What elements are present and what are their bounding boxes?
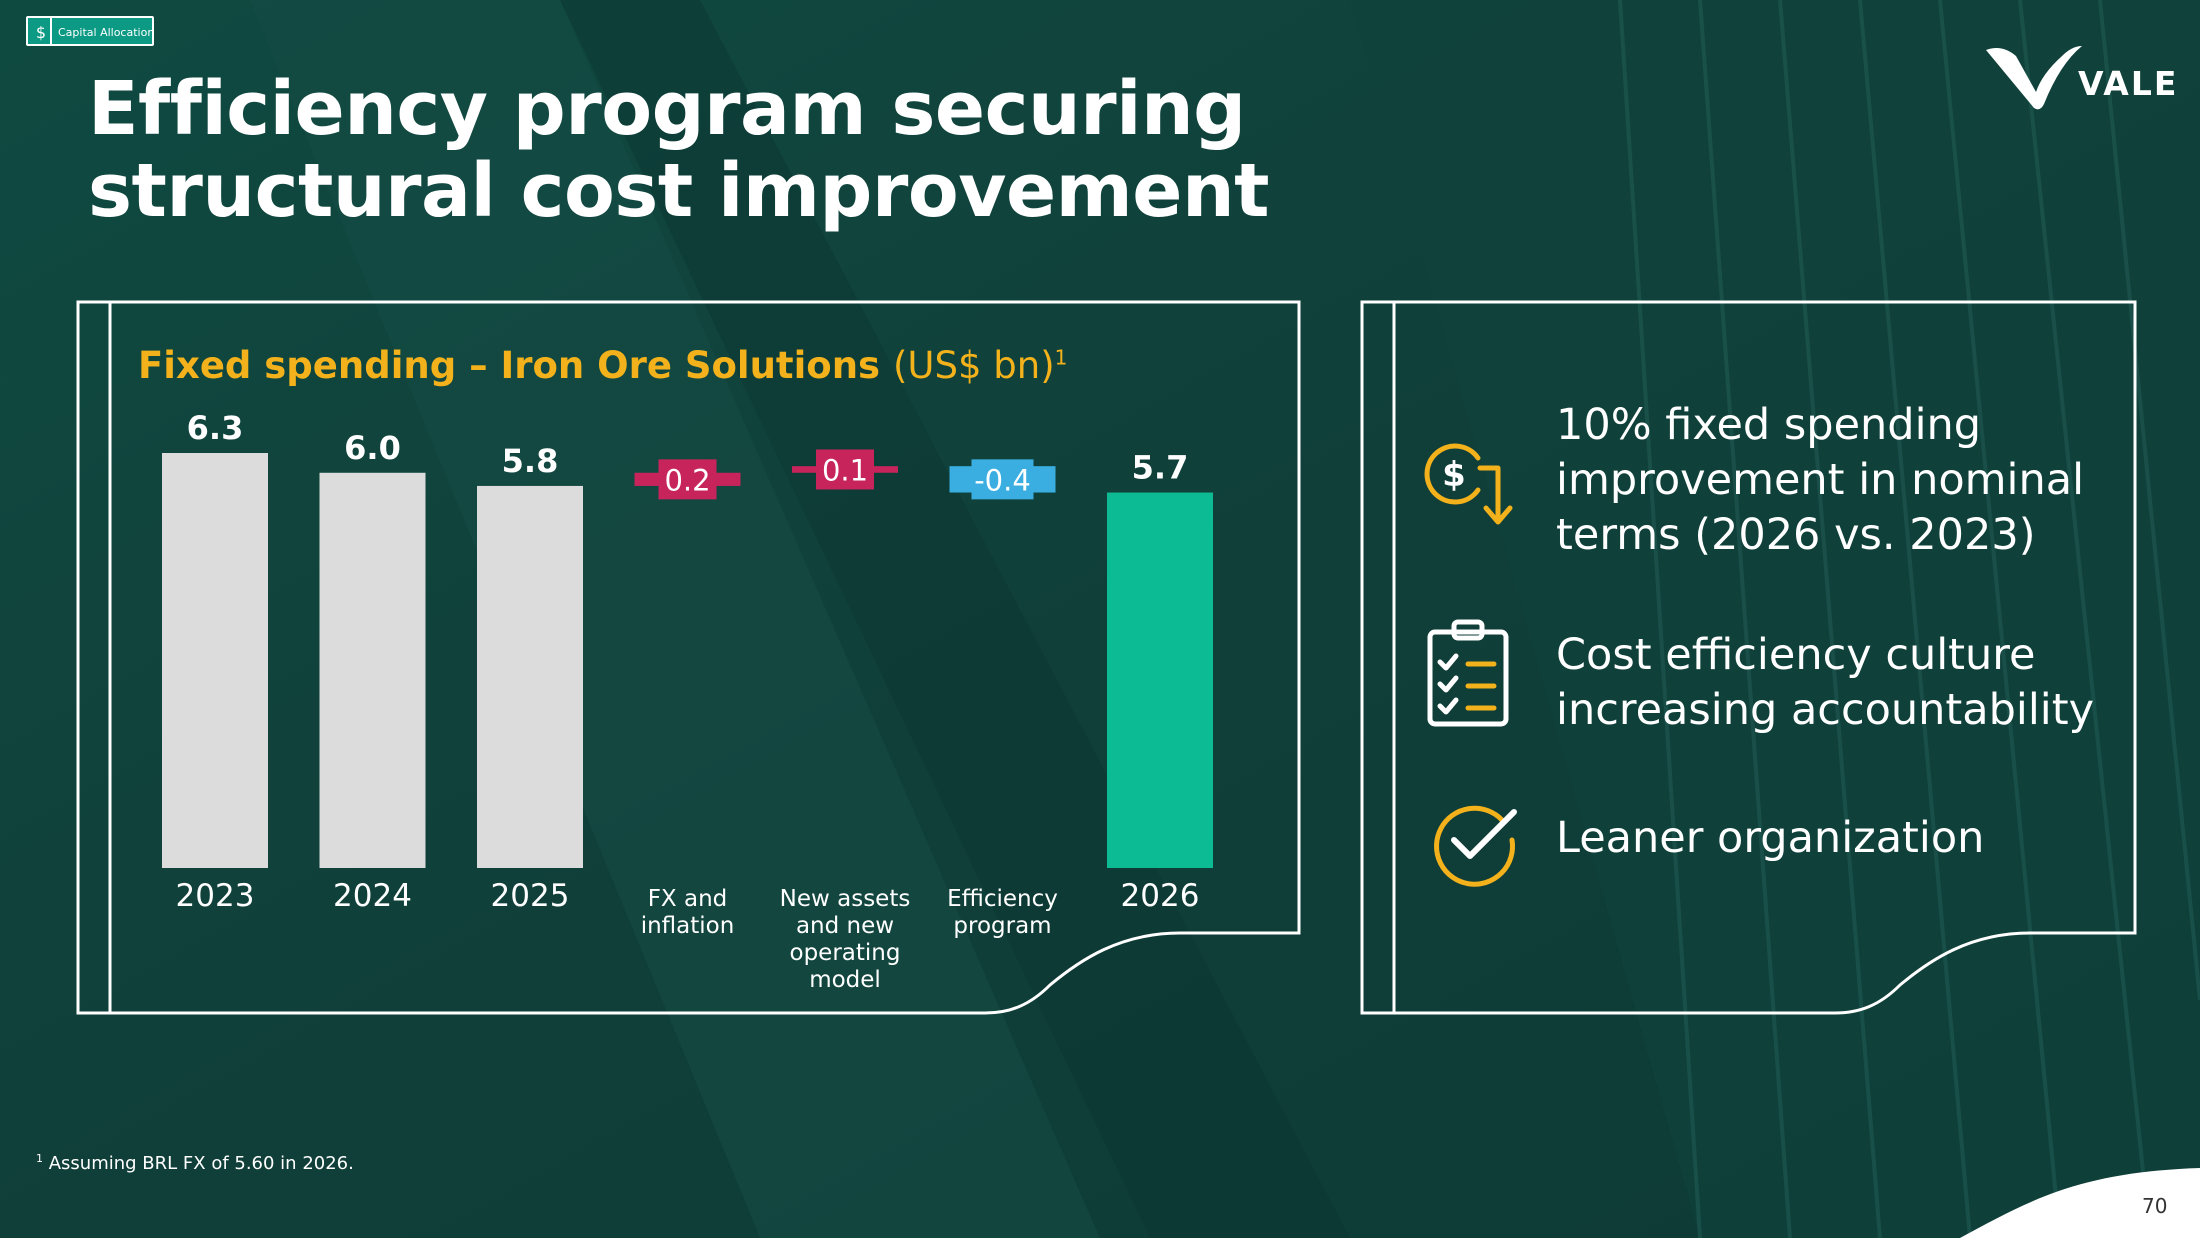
bullet-line: Leaner organization xyxy=(1556,813,1985,863)
data-label: 0.1 xyxy=(822,453,868,487)
category-label: 2024 xyxy=(333,878,412,914)
category-label: Efficiency program xyxy=(947,886,1058,939)
bullet-line: terms (2026 vs. 2023) xyxy=(1556,510,2036,560)
footnote-mark: 1 xyxy=(36,1152,43,1165)
page-title-line1: Efficiency program securing xyxy=(88,66,1246,152)
bullet-line: 10% fixed spending xyxy=(1556,400,1982,450)
bar-2025 xyxy=(477,485,583,868)
category-label-line: operating xyxy=(790,940,901,966)
check-circle-icon xyxy=(1434,805,1517,887)
bullet-leaner-organization: Leaner organization xyxy=(1556,811,1984,866)
data-label: 5.8 xyxy=(502,442,559,480)
category-label-line: 2025 xyxy=(491,878,570,914)
bar-2024 xyxy=(319,472,426,868)
category-label: 2026 xyxy=(1121,878,1200,914)
category-label-line: FX and xyxy=(648,886,728,912)
svg-text:$: $ xyxy=(1442,455,1466,495)
bullet-cost-efficiency-culture: Cost efficiency culture increasing accou… xyxy=(1556,628,2094,738)
category-label-line: program xyxy=(953,913,1051,939)
data-label: 0.2 xyxy=(664,463,710,497)
dollar-icon: $ xyxy=(32,18,52,44)
data-label: 6.0 xyxy=(344,429,401,467)
bar-2026 xyxy=(1107,492,1213,868)
footnote-text: Assuming BRL FX of 5.60 in 2026. xyxy=(48,1153,354,1174)
bullet-line: Cost efficiency culture xyxy=(1556,630,2036,680)
category-label-line: 2023 xyxy=(176,878,255,914)
section-tag: $ Capital Allocation xyxy=(26,16,154,46)
category-label: 2025 xyxy=(491,878,570,914)
category-label-line: and new xyxy=(796,913,894,939)
bullet-line: increasing accountability xyxy=(1556,685,2095,735)
category-label-line: inflation xyxy=(641,913,735,939)
category-label-line: 2026 xyxy=(1121,878,1200,914)
category-label-line: Efficiency xyxy=(947,886,1058,912)
category-label: FX and inflation xyxy=(641,886,735,939)
bullet-line: improvement in nominal xyxy=(1556,455,2085,505)
section-tag-label: Capital Allocation xyxy=(58,26,155,39)
category-label: New assets and new operating model xyxy=(780,886,911,993)
data-label: 6.3 xyxy=(187,409,244,447)
data-label: -0.4 xyxy=(974,463,1031,497)
checklist-icon xyxy=(1427,619,1509,727)
bullets-panel-frame xyxy=(1360,300,2137,1015)
page-number: 70 xyxy=(2142,1194,2168,1218)
chart-title-unit: (US$ bn) xyxy=(892,344,1055,387)
footnote: 1 Assuming BRL FX of 5.60 in 2026. xyxy=(36,1152,354,1174)
delta-label-box xyxy=(971,459,1034,500)
bullet-fixed-spending-improvement: 10% fixed spending improvement in nomina… xyxy=(1556,398,2084,563)
delta-label-box xyxy=(658,459,717,500)
bar-2023 xyxy=(162,453,268,868)
chart-title-footnote-mark: 1 xyxy=(1054,345,1068,370)
page-title: Efficiency program securing structural c… xyxy=(88,66,1270,234)
page-title-line2: structural cost improvement xyxy=(88,148,1270,234)
category-label-line: 2024 xyxy=(333,878,412,914)
chart-panel-frame xyxy=(76,300,1301,1015)
data-label: 5.7 xyxy=(1132,449,1189,487)
dollar-down-arrow-icon: $ xyxy=(1424,443,1513,525)
logo-text: VALE xyxy=(2078,64,2179,103)
category-label-line: New assets xyxy=(780,886,911,912)
category-label: 2023 xyxy=(176,878,255,914)
category-label-line: model xyxy=(809,967,881,993)
vale-logo-icon xyxy=(1986,46,2082,110)
delta-label-box xyxy=(816,449,874,490)
chart-title: Fixed spending – Iron Ore Solutions (US$… xyxy=(138,344,1067,387)
chart-title-bold: Fixed spending – Iron Ore Solutions xyxy=(138,344,881,387)
